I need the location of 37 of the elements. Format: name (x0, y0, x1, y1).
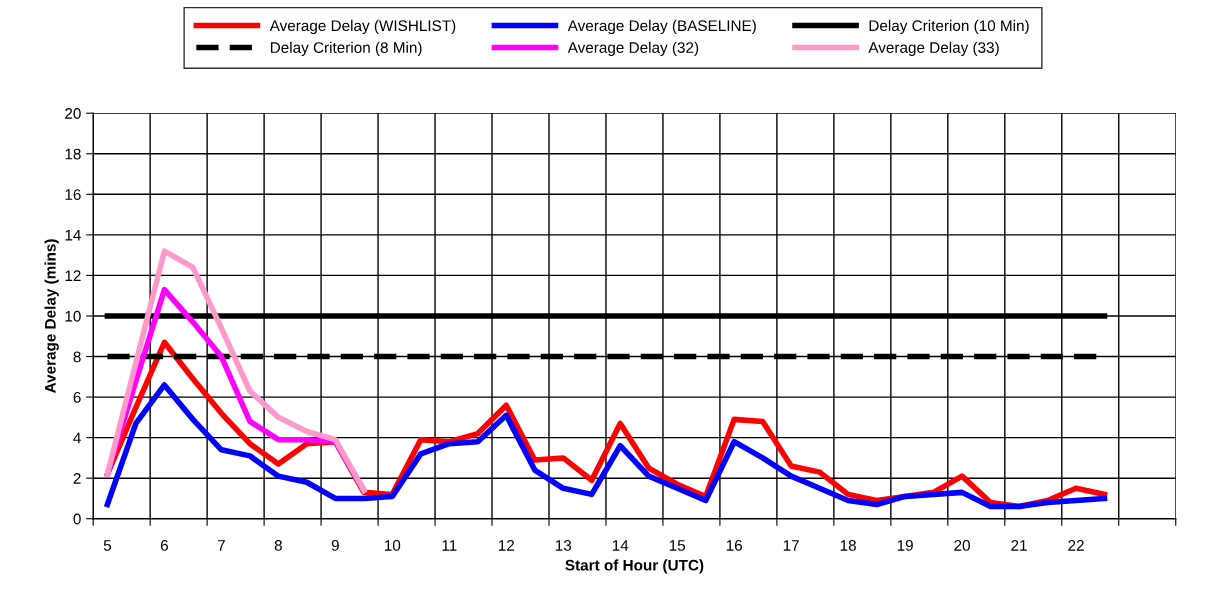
x-tick-label: 17 (783, 540, 799, 551)
x-tick-label: 10 (384, 539, 401, 551)
y-tick-label: 10 (65, 310, 81, 322)
x-tick-label: 14 (612, 540, 629, 551)
y-tick-label: 16 (65, 189, 81, 200)
legend-label: Average Delay (32) (567, 41, 699, 56)
x-axis-title: Start of Hour (UTC) (565, 559, 704, 574)
x-tick-label: 20 (954, 539, 970, 551)
legend-label: Average Delay (WISHLIST) (269, 19, 456, 35)
x-tick-label: 7 (217, 540, 225, 551)
legend-label: Delay Criterion (8 Min) (270, 41, 422, 56)
y-tick-label: 4 (73, 432, 81, 444)
x-tick-label: 9 (331, 539, 339, 551)
legend-label: Delay Criterion (10 Min) (869, 19, 1029, 35)
x-tick-label: 19 (897, 539, 913, 551)
y-tick-label: 14 (65, 229, 81, 241)
x-tick-label: 16 (726, 539, 742, 551)
y-axis-title: Average Delay (mins) (44, 239, 59, 393)
legend-label: Average Delay (33) (868, 41, 999, 56)
y-tick-label: 20 (65, 108, 81, 119)
y-tick-label: 6 (73, 391, 81, 403)
x-tick-label: 18 (840, 539, 856, 551)
y-tick-label: 0 (73, 513, 81, 525)
x-tick-label: 6 (160, 539, 168, 551)
y-tick-label: 2 (73, 473, 81, 484)
legend-label: Average Delay (BASELINE) (567, 19, 756, 35)
x-tick-label: 22 (1068, 539, 1084, 551)
x-tick-label: 21 (1011, 539, 1027, 551)
x-tick-label: 13 (555, 539, 572, 551)
x-tick-label: 5 (103, 540, 112, 551)
x-tick-label: 8 (274, 539, 282, 551)
x-tick-label: 12 (498, 539, 514, 551)
x-tick-label: 15 (669, 540, 686, 551)
y-tick-label: 12 (65, 270, 81, 281)
y-tick-label: 18 (65, 148, 81, 160)
y-tick-label: 8 (73, 351, 81, 363)
x-tick-label: 11 (442, 540, 457, 551)
